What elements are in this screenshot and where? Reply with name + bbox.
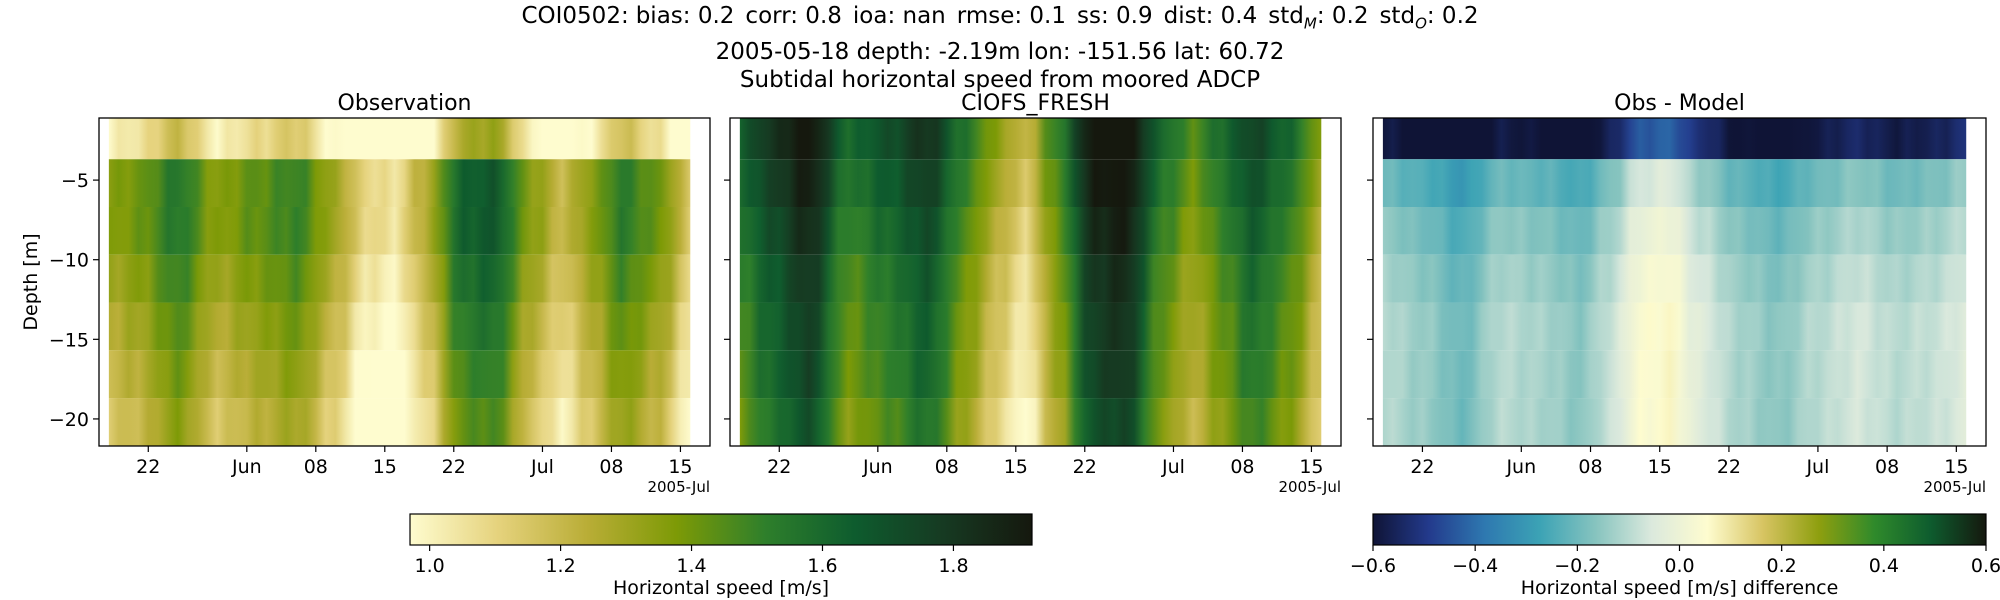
x-offset-label: 2005-Jul: [1278, 478, 1341, 496]
x-tick-label: Jul: [1161, 456, 1185, 478]
station-id: COI0502: [521, 3, 621, 29]
heatmap-row: [739, 207, 1322, 255]
heatmap-row: [108, 159, 691, 208]
panels-group: Observation −5 −10 −15 −20 Depth [m] 22 Jun 08 15…: [20, 91, 1987, 496]
x-tick-label: 15: [1944, 456, 1968, 478]
panel-title: CIOFS_FRESH: [961, 91, 1110, 116]
heatmap-row: [1382, 207, 1967, 255]
y-tick-label: −20: [49, 409, 89, 431]
colorbar-tick-label: 0.6: [1971, 555, 2000, 577]
colorbar-tick-label: −0.6: [1350, 555, 1396, 577]
heatmap-row: [739, 118, 1322, 160]
stats-line: COI0502: bias: 0.2 corr: 0.8 ioa: nan rmse: …: [521, 3, 1479, 33]
colorbar-tick-label: −0.4: [1452, 555, 1498, 577]
stat-item: stdO: 0.2: [1379, 3, 1479, 33]
x-tick-label: 15: [1004, 456, 1028, 478]
colorbar-tick-label: −0.2: [1554, 555, 1600, 577]
x-tick-label: 08: [935, 456, 959, 478]
panel-0: Observation −5 −10 −15 −20 Depth [m] 22 Jun 08 15…: [20, 91, 711, 496]
x-tick-label: 15: [668, 456, 692, 478]
y-tick-label: −10: [49, 250, 89, 272]
x-tick-label: 22: [767, 456, 791, 478]
colorbar-speed: 1.0 1.2 1.4 1.6 1.8 Horizontal speed [m/s]: [409, 513, 1033, 599]
heatmap-row: [1382, 302, 1967, 351]
heatmap-row: [108, 207, 691, 255]
heatmap-row: [1382, 398, 1967, 446]
heatmap-row: [1382, 254, 1967, 303]
stat-item: ioa: nan: [852, 3, 946, 29]
figure-header: COI0502: bias: 0.2 corr: 0.8 ioa: nan rmse: …: [0, 2, 2000, 94]
colorbar-tick-label: 1.6: [807, 555, 837, 577]
x-tick-label: 08: [1875, 456, 1899, 478]
colorbar-tick-label: 1.0: [415, 555, 445, 577]
heatmap-row: [1382, 118, 1967, 160]
x-tick-label: 08: [1578, 456, 1602, 478]
axes-frame: [729, 117, 1342, 447]
colorbar-label: Horizontal speed [m/s] difference: [1521, 577, 1839, 599]
x-tick-label: 08: [1230, 456, 1254, 478]
heatmap-row: [1382, 350, 1967, 399]
stat-item: bias: 0.2: [635, 3, 735, 29]
heatmap-row: [739, 398, 1322, 446]
colorbar-difference: −0.6 −0.4 −0.2 0.0 0.2 0.4 0.6 Horizontal speed…: [1350, 513, 2000, 599]
panel-title: Obs - Model: [1614, 91, 1745, 116]
x-tick-label: 08: [599, 456, 623, 478]
x-tick-label: 22: [1717, 456, 1741, 478]
colorbar-gradient: [409, 513, 1033, 546]
location-line: 2005-05-18 depth: -2.19m lon: -151.56 la…: [715, 38, 1285, 65]
x-tick-label: 22: [1073, 456, 1097, 478]
x-tick-label: Jun: [862, 456, 893, 478]
heatmap-row: [739, 159, 1322, 208]
x-tick-label: 22: [442, 456, 466, 478]
stat-item: dist: 0.4: [1163, 3, 1258, 29]
stat-item: ss: 0.9: [1077, 3, 1153, 29]
colorbar-gradient: [1372, 513, 1987, 546]
stat-item: stdM: 0.2: [1268, 3, 1369, 33]
x-tick-label: Jun: [231, 456, 262, 478]
x-tick-label: 15: [1299, 456, 1323, 478]
x-tick-label: 15: [1648, 456, 1672, 478]
colorbar-tick-label: 0.0: [1664, 555, 1694, 577]
x-offset-label: 2005-Jul: [647, 478, 710, 496]
figure-subtitle: Subtidal horizontal speed from moored AD…: [739, 66, 1261, 93]
panel-title: Observation: [338, 91, 472, 116]
heatmap-row: [108, 398, 691, 446]
x-tick-label: 22: [1410, 456, 1434, 478]
colorbars-group: 1.0 1.2 1.4 1.6 1.8 Horizontal speed [m/s] −0.…: [409, 513, 2000, 599]
y-axis-label: Depth [m]: [20, 233, 42, 330]
x-tick-label: Jul: [1805, 456, 1829, 478]
colorbar-tick-label: 1.4: [676, 555, 706, 577]
x-tick-label: Jul: [530, 456, 554, 478]
colorbar-label: Horizontal speed [m/s]: [613, 577, 829, 599]
y-tick-label: −15: [49, 329, 89, 351]
x-tick-label: 15: [373, 456, 397, 478]
x-tick-label: Jun: [1505, 456, 1536, 478]
heatmap-row: [108, 118, 691, 160]
axes-frame: [1372, 117, 1987, 447]
stat-item: rmse: 0.1: [956, 3, 1066, 29]
heatmap-row: [1382, 159, 1967, 208]
y-tick-label: −5: [61, 170, 89, 192]
heatmap-row: [108, 254, 691, 303]
colorbar-tick-label: 1.8: [938, 555, 968, 577]
heatmap-row: [108, 350, 691, 399]
x-tick-label: 08: [304, 456, 328, 478]
axes-frame: [98, 117, 711, 447]
stat-item: corr: 0.8: [745, 3, 842, 29]
colorbar-tick-label: 0.4: [1869, 555, 1899, 577]
heatmap-row: [739, 302, 1322, 351]
heatmap-row: [108, 302, 691, 351]
x-tick-label: 22: [136, 456, 160, 478]
colorbar-tick-label: 0.2: [1767, 555, 1797, 577]
colorbar-tick-label: 1.2: [545, 555, 575, 577]
x-offset-label: 2005-Jul: [1923, 478, 1986, 496]
heatmap-row: [739, 350, 1322, 399]
heatmap-row: [739, 254, 1322, 303]
